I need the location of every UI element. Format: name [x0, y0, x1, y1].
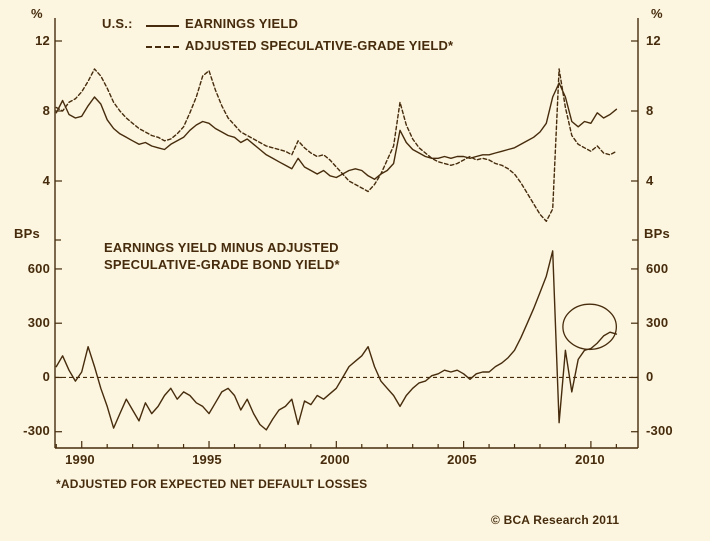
y-tick-label: 12: [35, 33, 50, 48]
legend-series2-label: ADJUSTED SPECULATIVE-GRADE YIELD*: [185, 38, 454, 53]
y-tick-label: -300: [23, 423, 50, 438]
y-tick-label: -300: [646, 423, 673, 438]
copyright: © BCA Research 2011: [491, 513, 620, 527]
x-tick-label: 2005: [447, 452, 477, 467]
y-tick-label: 4: [42, 173, 50, 188]
y-tick-label: 0: [646, 369, 654, 384]
footnote: *ADJUSTED FOR EXPECTED NET DEFAULT LOSSE…: [56, 477, 368, 491]
y-tick-label: 8: [42, 103, 50, 118]
panel2-title-line1: EARNINGS YIELD MINUS ADJUSTED: [104, 240, 339, 255]
y-tick-label: 4: [646, 173, 654, 188]
y-tick-label: 600: [27, 261, 50, 276]
y-tick-label: 8: [646, 103, 654, 118]
legend-region-label: U.S.:: [102, 16, 133, 31]
axis-unit-top-left: %: [31, 6, 43, 21]
panel2-title-line2: SPECULATIVE-GRADE BOND YIELD*: [104, 257, 340, 272]
axis-unit-bottom-left: BPs: [14, 226, 40, 241]
y-tick-label: 600: [646, 261, 669, 276]
y-tick-label: 0: [42, 369, 50, 384]
y-tick-label: 300: [646, 315, 669, 330]
legend-dashed-line-swatch: [146, 46, 179, 48]
axis-unit-bottom-right: BPs: [644, 226, 670, 241]
x-tick-label: 2010: [575, 452, 605, 467]
x-tick-label: 1990: [65, 452, 95, 467]
y-tick-label: 12: [646, 33, 661, 48]
legend-series1-label: EARNINGS YIELD: [185, 16, 299, 31]
x-tick-label: 2000: [320, 452, 350, 467]
legend-solid-line-swatch: [146, 25, 179, 27]
axis-unit-top-right: %: [651, 6, 663, 21]
y-tick-label: 300: [27, 315, 50, 330]
x-tick-label: 1995: [192, 452, 222, 467]
